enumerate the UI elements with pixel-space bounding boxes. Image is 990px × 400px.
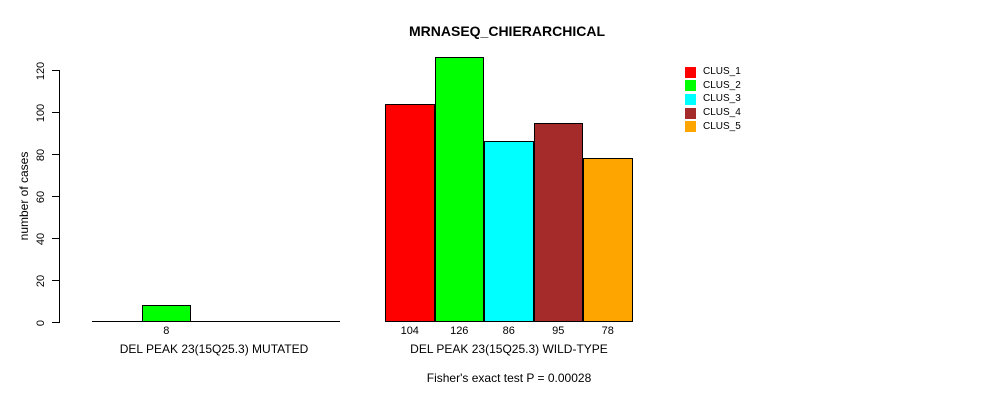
bar — [533, 122, 583, 322]
bar-value-label: 126 — [450, 325, 469, 337]
x-group-label-mutated: DEL PEAK 23(15Q25.3) MUTATED — [119, 342, 309, 356]
y-tick — [52, 196, 59, 197]
y-tick-label: 80 — [35, 148, 47, 161]
fisher-test-note: Fisher's exact test P = 0.00028 — [426, 371, 592, 385]
legend-row: CLUS_2 — [685, 80, 741, 92]
bar-value-label: 104 — [400, 325, 419, 337]
legend-swatch — [685, 80, 696, 92]
legend-row: CLUS_1 — [685, 66, 741, 78]
bar — [141, 305, 191, 322]
bar — [385, 103, 435, 322]
legend-row: CLUS_5 — [685, 121, 741, 133]
group-baseline — [92, 321, 340, 322]
legend-label: CLUS_1 — [703, 66, 741, 77]
x-group-label-wildtype: DEL PEAK 23(15Q25.3) WILD-TYPE — [410, 342, 608, 356]
y-tick — [52, 112, 59, 113]
y-tick — [52, 70, 59, 71]
y-tick — [52, 322, 59, 323]
bar — [434, 57, 484, 322]
bar-value-label: 86 — [502, 325, 515, 337]
y-tick-label: 120 — [35, 61, 47, 80]
legend-swatch — [685, 121, 696, 133]
y-tick-label: 60 — [35, 190, 47, 203]
legend-swatch — [685, 93, 696, 105]
legend-label: CLUS_4 — [703, 107, 741, 119]
legend-label: CLUS_5 — [703, 120, 741, 132]
y-tick-label: 20 — [35, 274, 47, 287]
y-tick — [52, 280, 59, 281]
bar-value-label: 8 — [163, 325, 170, 337]
legend-row: CLUS_4 — [685, 107, 741, 119]
legend-swatch — [685, 66, 696, 78]
y-tick — [52, 154, 59, 155]
bar-value-label: 95 — [552, 325, 565, 337]
y-tick-label: 100 — [35, 103, 47, 122]
bar-value-label: 78 — [601, 325, 614, 337]
legend-label: CLUS_3 — [703, 93, 741, 105]
legend-swatch — [685, 107, 696, 119]
legend-row: CLUS_3 — [685, 93, 741, 105]
chart-title: MRNASEQ_CHIERARCHICAL — [408, 23, 606, 39]
y-tick — [52, 238, 59, 239]
y-axis-label: number of cases — [17, 151, 31, 241]
legend-label: CLUS_2 — [703, 79, 741, 91]
y-tick-label: 0 — [35, 319, 47, 326]
bar — [583, 158, 633, 322]
y-axis-line — [59, 70, 60, 323]
bar — [484, 141, 534, 322]
y-tick-label: 40 — [35, 232, 47, 245]
